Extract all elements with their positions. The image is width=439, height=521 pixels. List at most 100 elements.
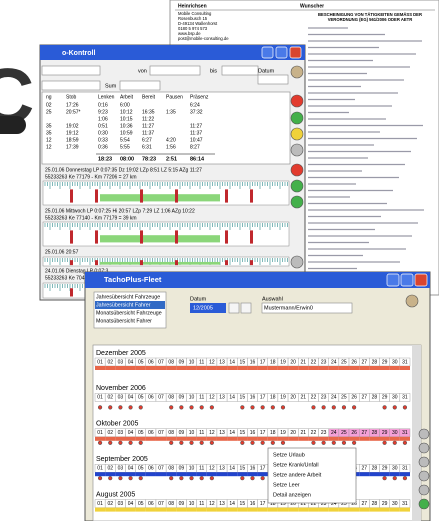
day-label: 27: [361, 501, 367, 507]
list-item[interactable]: Monatsübersicht Fahrzeuge: [96, 310, 162, 316]
day-status: [247, 366, 257, 370]
day-label: 15: [240, 501, 246, 507]
day-label: 15: [240, 430, 246, 436]
day-status: [146, 437, 156, 441]
icon-button[interactable]: [419, 457, 429, 467]
day-label: 11: [199, 430, 204, 436]
icon-button: [98, 406, 102, 410]
icon-button[interactable]: [291, 180, 303, 192]
input[interactable]: [150, 66, 200, 75]
table-cell: 1:56: [166, 144, 176, 150]
table-cell: 35: [46, 123, 52, 129]
menu-item[interactable]: Setze andere Arbeit: [273, 472, 322, 478]
day-label: 25: [341, 395, 347, 401]
icon-button[interactable]: [291, 112, 303, 124]
input[interactable]: [258, 75, 288, 84]
day-status: [217, 472, 227, 476]
day-status: [156, 508, 166, 512]
document-heading: Heinrichsen: [178, 3, 207, 9]
day-status: [146, 508, 156, 512]
day-label: 30: [392, 466, 398, 472]
icon-button[interactable]: [291, 256, 303, 268]
icon-button: [393, 441, 397, 445]
icon-button[interactable]: [291, 128, 303, 140]
day-status: [146, 366, 156, 370]
icon-button[interactable]: [291, 144, 303, 156]
window-button[interactable]: [401, 274, 413, 286]
day-status: [268, 437, 278, 441]
day-label: 01: [97, 430, 103, 436]
menu-item[interactable]: Setze Leer: [273, 482, 300, 488]
icon-button[interactable]: [291, 95, 303, 107]
icon-button: [251, 441, 255, 445]
list-item[interactable]: Jahresübersicht Fahrzeuge: [96, 294, 160, 300]
total: 18:23: [98, 156, 112, 162]
icon-button: [261, 406, 265, 410]
icon-button: [241, 476, 245, 480]
day-status: [258, 508, 268, 512]
activity: [175, 260, 178, 265]
day-status: [369, 508, 379, 512]
activity: [100, 235, 220, 242]
input[interactable]: [222, 66, 258, 75]
day-status: [390, 437, 400, 441]
logo-bar: [0, 116, 26, 134]
window-button[interactable]: [387, 274, 399, 286]
icon-button[interactable]: [419, 499, 429, 509]
table-cell: 25: [46, 109, 52, 115]
icon-button: [180, 476, 184, 480]
total: 78:23: [142, 156, 156, 162]
day-label: 12: [209, 430, 215, 436]
day-status: [400, 437, 410, 441]
input[interactable]: [42, 66, 100, 75]
day-status: [278, 508, 288, 512]
list-item[interactable]: Jahresübersicht Fahrer: [96, 302, 151, 308]
icon-button: [190, 476, 194, 480]
day-label: 21: [301, 395, 307, 401]
day-label: 14: [229, 395, 235, 401]
menu-item[interactable]: Detail anzeigen: [273, 492, 311, 498]
day-label: 05: [138, 466, 144, 472]
day-status: [329, 437, 339, 441]
select-value: Mustermann/Erwin0: [264, 305, 313, 311]
activity: [225, 260, 228, 265]
window-button[interactable]: [262, 47, 273, 58]
day-label: 27: [361, 430, 367, 436]
icon-button[interactable]: [419, 443, 429, 453]
month-title: August 2005: [96, 491, 135, 498]
table-cell: 6:24: [190, 102, 200, 108]
day-label: 22: [311, 359, 317, 365]
table-cell: 4:20: [166, 137, 176, 143]
activity: [70, 260, 73, 265]
icon-button: [190, 406, 194, 410]
day-line: 25.01.06 20:57: [45, 249, 79, 255]
window-button[interactable]: [276, 47, 287, 58]
day-status: [105, 366, 115, 370]
day-status: [400, 508, 410, 512]
menu-item[interactable]: Setze Krank/Unfall: [273, 462, 319, 468]
icon-button[interactable]: [419, 471, 429, 481]
window-button[interactable]: [290, 47, 301, 58]
day-line: 25.01.06 Donnerstag LP 0:07:35 Dz 19:02 …: [45, 167, 202, 173]
day-label: 20: [290, 359, 296, 365]
input[interactable]: [42, 81, 100, 90]
icon-button[interactable]: [291, 164, 303, 176]
window-button[interactable]: [415, 274, 427, 286]
table-cell: 12: [46, 137, 52, 143]
icon-button[interactable]: [291, 196, 303, 208]
list-item[interactable]: Monatsübersicht Fahrer: [96, 318, 152, 324]
arrow-button[interactable]: [229, 303, 239, 313]
day-status: [217, 366, 227, 370]
icon-button: [312, 441, 316, 445]
day-label: 20: [290, 430, 296, 436]
icon-button[interactable]: [419, 429, 429, 439]
day-label: 07: [158, 395, 164, 401]
date-value: 12/2005: [193, 305, 213, 311]
arrow-button[interactable]: [241, 303, 251, 313]
day-label: 07: [158, 359, 164, 365]
icon-button[interactable]: [419, 485, 429, 495]
window-title: o-Kontroll: [62, 50, 95, 57]
input[interactable]: [120, 81, 160, 90]
day-status: [125, 508, 135, 512]
menu-item[interactable]: Setze Urlaub: [273, 452, 305, 458]
